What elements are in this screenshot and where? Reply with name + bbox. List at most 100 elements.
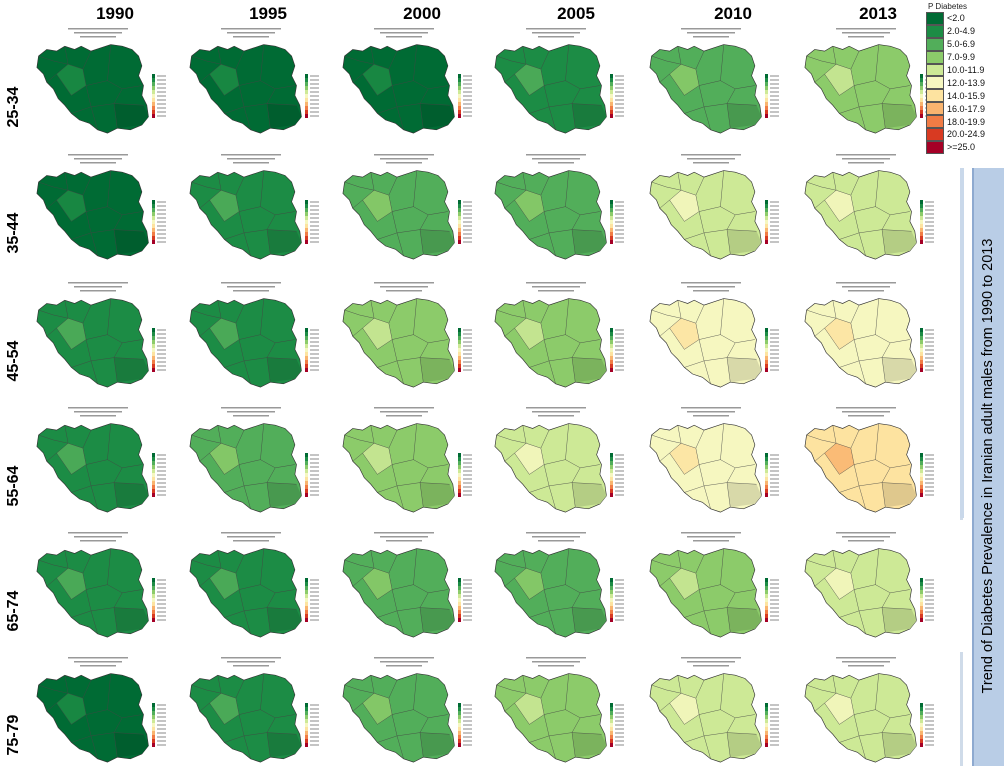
province-border — [881, 103, 886, 129]
mini-legend-swatch — [305, 719, 308, 723]
mini-legend-text — [770, 716, 779, 718]
iran-province-map — [342, 28, 472, 134]
mini-legend-swatch — [765, 590, 768, 594]
province-border — [514, 69, 545, 96]
mini-legend-text — [615, 724, 624, 726]
mini-legend-swatch — [920, 711, 923, 715]
mini-legend-text — [463, 619, 472, 621]
mini-legend-text — [463, 229, 472, 231]
mini-legend-swatch — [305, 707, 308, 711]
mini-legend-swatch — [458, 90, 461, 94]
mini-legend-text — [770, 474, 779, 476]
mini-legend-text — [310, 341, 319, 343]
province-border — [504, 300, 527, 337]
map-subtitle-line — [687, 32, 735, 34]
mini-legend-swatch — [152, 711, 155, 715]
mini-legend-text — [770, 724, 779, 726]
map-subtitle-line — [221, 28, 281, 30]
mini-legend-text — [310, 466, 319, 468]
province-region — [114, 482, 149, 508]
map-subtitle-line — [233, 290, 269, 292]
map-subtitle-line — [842, 158, 890, 160]
province-region — [882, 103, 917, 129]
province-border — [496, 559, 527, 569]
province-border — [571, 103, 576, 129]
mini-legend-text — [157, 205, 166, 207]
province-border — [881, 732, 912, 735]
mini-legend-text — [463, 579, 472, 581]
mini-legend-text — [157, 579, 166, 581]
mini-legend-text — [770, 225, 779, 227]
province-region — [267, 732, 302, 758]
map-panel — [490, 655, 648, 781]
province-border — [814, 425, 837, 462]
mini-legend-swatch — [152, 715, 155, 719]
province-border — [56, 323, 87, 350]
province-border — [548, 232, 556, 256]
iran-province-map — [342, 154, 472, 260]
map-panel — [185, 152, 343, 278]
map-subtitle-line — [380, 158, 428, 160]
mini-legend-swatch — [458, 727, 461, 731]
province-border — [548, 106, 556, 130]
map-subtitle-line — [386, 36, 422, 38]
mini-legend-text — [310, 79, 319, 81]
mini-legend-swatch — [610, 727, 613, 731]
mini-legend-text — [463, 329, 472, 331]
mini-legend-text — [157, 458, 166, 460]
province-border — [703, 360, 711, 384]
mini-legend-text — [925, 607, 934, 609]
mini-legend-swatch — [152, 465, 155, 469]
mini-legend-text — [770, 115, 779, 117]
map-subtitle-line — [374, 407, 434, 409]
mini-legend-swatch — [305, 602, 308, 606]
mini-legend-text — [925, 494, 934, 496]
mini-legend-swatch — [610, 586, 613, 590]
province-region — [727, 229, 762, 255]
mini-legend-text — [925, 720, 934, 722]
mini-legend-swatch — [305, 614, 308, 618]
mini-legend-swatch — [610, 74, 613, 78]
iran-province-map — [649, 28, 779, 134]
province-border — [684, 85, 705, 114]
province-border — [91, 717, 123, 737]
mini-legend-swatch — [458, 232, 461, 236]
province-region — [572, 229, 607, 255]
mini-legend-swatch — [305, 348, 308, 352]
mini-legend-swatch — [610, 348, 613, 352]
mini-legend-swatch — [920, 715, 923, 719]
mini-legend-swatch — [920, 232, 923, 236]
province-border — [413, 334, 448, 344]
province-border — [858, 360, 866, 384]
mini-legend-text — [615, 201, 624, 203]
mini-legend-swatch — [920, 110, 923, 114]
side-panel — [960, 168, 1004, 766]
mini-legend-text — [157, 494, 166, 496]
province-border — [704, 592, 736, 612]
mini-legend-swatch — [152, 723, 155, 727]
mini-legend-text — [463, 369, 472, 371]
mini-legend-text — [615, 241, 624, 243]
province-region — [209, 64, 240, 96]
iran-province-map — [189, 532, 319, 638]
mini-legend-text — [770, 333, 779, 335]
iran-province-map — [189, 407, 319, 513]
mini-legend-swatch — [765, 606, 768, 610]
mini-legend-text — [615, 603, 624, 605]
mini-legend-text — [770, 587, 779, 589]
mini-legend-text — [463, 466, 472, 468]
mini-legend-text — [463, 357, 472, 359]
province-border — [209, 323, 240, 350]
mini-legend-text — [770, 728, 779, 730]
map-panel — [800, 530, 958, 656]
map-subtitle-line — [526, 28, 586, 30]
map-subtitle-line — [693, 665, 729, 667]
mini-legend-swatch — [610, 481, 613, 485]
divider-line-lower — [960, 652, 963, 766]
legend-label: 18.0-19.9 — [947, 116, 986, 127]
province-border — [839, 85, 860, 114]
province-border — [266, 607, 271, 633]
mini-legend-text — [770, 583, 779, 585]
map-subtitle-line — [380, 286, 428, 288]
mini-legend-swatch — [152, 594, 155, 598]
